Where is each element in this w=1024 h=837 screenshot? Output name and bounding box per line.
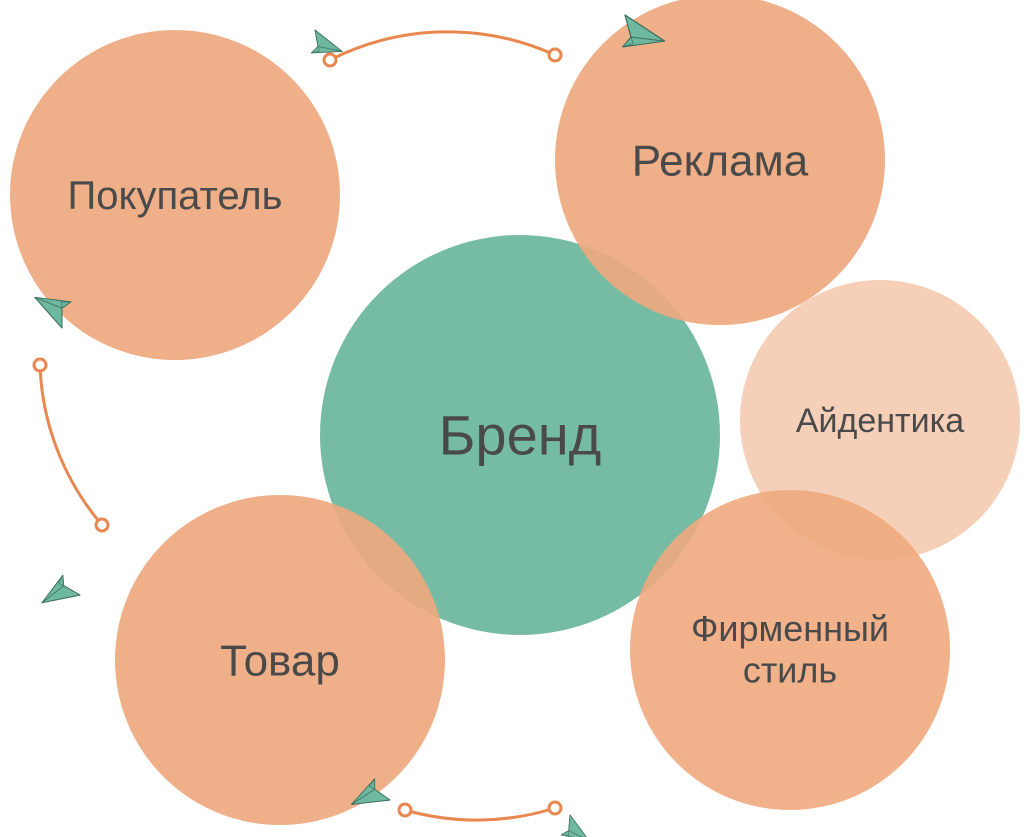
arc-endpoint-icon [34,359,46,371]
label-ad: Реклама [632,136,809,185]
arc-endpoint-icon [324,54,336,66]
arc-endpoint-icon [549,49,561,61]
label-buyer: Покупатель [68,174,283,218]
arc-left [40,365,102,525]
brand-diagram: ПокупательРекламаАйдентикаФирменныйстиль… [0,0,1024,837]
arc-endpoint-icon [96,519,108,531]
label-identity: Айдентика [796,402,964,440]
label-product: Товар [220,636,340,685]
arc-top [330,32,555,60]
label-center: Бренд [439,404,602,467]
paper-plane-icon [557,815,595,837]
arc-endpoint-icon [399,804,411,816]
arc-bottom [405,808,555,820]
arc-endpoint-icon [549,802,561,814]
paper-plane-icon [35,572,80,611]
